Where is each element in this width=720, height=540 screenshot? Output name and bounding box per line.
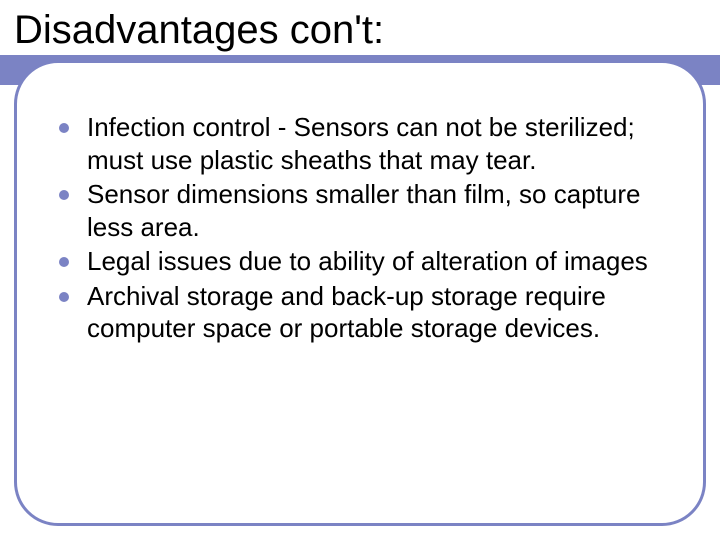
list-item: Legal issues due to ability of alteratio… — [59, 245, 661, 278]
bullet-text: Archival storage and back-up storage req… — [87, 280, 661, 345]
bullet-text: Infection control - Sensors can not be s… — [87, 111, 661, 176]
list-item: Infection control - Sensors can not be s… — [59, 111, 661, 176]
title-bar: Disadvantages con't: — [0, 0, 720, 55]
bullet-icon — [59, 123, 69, 133]
bullet-icon — [59, 257, 69, 267]
bullet-icon — [59, 190, 69, 200]
bullet-icon — [59, 292, 69, 302]
content-frame: Infection control - Sensors can not be s… — [14, 60, 706, 526]
list-item: Sensor dimensions smaller than film, so … — [59, 178, 661, 243]
bullet-list: Infection control - Sensors can not be s… — [59, 111, 661, 345]
bullet-text: Sensor dimensions smaller than film, so … — [87, 178, 661, 243]
list-item: Archival storage and back-up storage req… — [59, 280, 661, 345]
slide-title: Disadvantages con't: — [14, 8, 720, 53]
bullet-text: Legal issues due to ability of alteratio… — [87, 245, 648, 278]
